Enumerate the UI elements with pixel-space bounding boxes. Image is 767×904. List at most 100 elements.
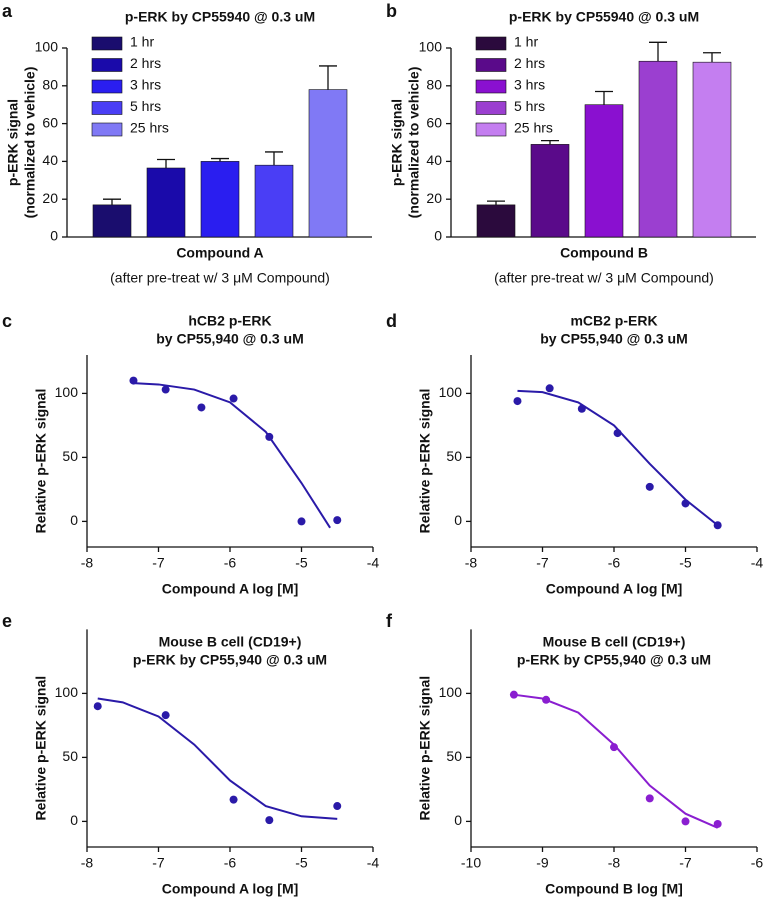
legend-swatch xyxy=(91,79,123,94)
y-tick-label: 100 xyxy=(55,684,79,700)
y-axis-label: Relative p-ERK signal xyxy=(417,389,433,534)
data-point xyxy=(161,711,170,720)
note: (after pre-treat w/ 3 μM Compound) xyxy=(110,270,330,286)
data-point xyxy=(610,743,618,752)
panel: a p-ERK by CP55940 @ 0.3 uM p-ERK signal (n… xyxy=(2,1,372,286)
data-point xyxy=(713,521,722,530)
y-tick-label: 50 xyxy=(62,748,78,764)
error-bar xyxy=(541,139,559,145)
bar xyxy=(308,89,348,238)
panel: f Mouse B cell (CD19+) p-ERK by CP55,940 @… xyxy=(386,611,763,897)
y-tick-label: 50 xyxy=(62,448,78,464)
legend-label: 1 hr xyxy=(514,34,538,50)
legend-swatch xyxy=(475,58,507,72)
y-tick-label: 20 xyxy=(426,190,442,206)
data-point xyxy=(265,432,274,441)
data-point xyxy=(509,690,518,699)
y-tick-label: 100 xyxy=(55,384,79,400)
bar xyxy=(146,167,186,238)
y-tick-label: 0 xyxy=(70,512,78,528)
y-tick-label: 40 xyxy=(42,152,58,168)
data-point xyxy=(681,817,690,826)
fit-curve xyxy=(97,697,338,820)
data-point xyxy=(713,819,722,828)
data-point xyxy=(542,695,551,704)
x-tick-label: -6 xyxy=(751,855,764,871)
y-axis-label: Relative p-ERK signal xyxy=(33,389,49,534)
data-point xyxy=(613,429,622,438)
data-point xyxy=(545,384,554,393)
data-point xyxy=(645,794,654,803)
legend-swatch xyxy=(475,101,507,115)
y-tick-label: 100 xyxy=(439,384,463,400)
bar xyxy=(692,61,732,238)
fit-curve xyxy=(133,382,331,529)
x-tick-label: -9 xyxy=(536,855,549,871)
y-axis-label: (normalized to vehicle) xyxy=(406,67,422,219)
chart-title: Mouse B cell (CD19+) xyxy=(159,634,302,650)
panel: c hCB2 p-ERK by CP55,940 @ 0.3 uM Relative … xyxy=(2,311,379,597)
data-point xyxy=(681,499,690,508)
bar xyxy=(584,104,624,238)
x-tick-label: -8 xyxy=(608,855,621,871)
legend-swatch xyxy=(475,79,507,94)
legend-swatch xyxy=(91,101,123,115)
fit-curve xyxy=(513,693,719,829)
chart-title: p-ERK by CP55,940 @ 0.3 uM xyxy=(517,652,711,668)
legend-label: 3 hrs xyxy=(514,77,545,93)
data-point xyxy=(645,482,654,491)
y-tick-label: 100 xyxy=(439,684,463,700)
bar xyxy=(92,204,132,238)
legend-label: 2 hrs xyxy=(130,55,161,71)
data-point xyxy=(513,397,522,406)
bar xyxy=(530,144,570,238)
x-tick-label: -5 xyxy=(295,555,308,571)
chart-title: by CP55,940 @ 0.3 uM xyxy=(156,331,304,347)
error-bar xyxy=(265,151,283,166)
y-tick-label: 80 xyxy=(426,77,442,93)
y-tick-label: 20 xyxy=(42,190,58,206)
panel-letter: d xyxy=(386,311,397,331)
x-axis-label: Compound A log [M] xyxy=(162,581,299,597)
legend-label: 5 hrs xyxy=(514,98,545,114)
y-tick-label: 0 xyxy=(454,512,462,528)
error-bar xyxy=(649,41,667,62)
y-tick-label: 0 xyxy=(454,812,462,828)
data-point xyxy=(197,403,206,412)
y-tick-label: 50 xyxy=(446,448,462,464)
error-bar xyxy=(211,157,229,162)
data-point xyxy=(265,816,274,825)
legend-swatch xyxy=(91,58,123,72)
bar xyxy=(254,164,294,238)
y-tick-label: 100 xyxy=(419,39,443,55)
x-axis-label: Compound A log [M] xyxy=(546,581,683,597)
x-tick-label: -10 xyxy=(461,855,481,871)
panel-letter: b xyxy=(386,1,397,21)
y-tick-label: 80 xyxy=(42,77,58,93)
x-tick-label: -4 xyxy=(367,855,380,871)
data-point xyxy=(297,517,306,526)
chart-title: p-ERK by CP55,940 @ 0.3 uM xyxy=(133,652,327,668)
data-point xyxy=(333,516,342,525)
legend-swatch xyxy=(475,122,507,137)
panel: b p-ERK by CP55940 @ 0.3 uM p-ERK signal (n… xyxy=(386,1,756,286)
legend-label: 1 hr xyxy=(130,34,154,50)
y-tick-label: 0 xyxy=(50,228,58,244)
data-point xyxy=(229,795,238,804)
data-point xyxy=(577,404,586,413)
y-tick-label: 60 xyxy=(42,114,58,130)
legend-swatch xyxy=(91,122,123,137)
data-point xyxy=(129,376,138,385)
x-tick-label: -6 xyxy=(224,555,237,571)
legend-swatch xyxy=(91,36,123,51)
x-tick-label: -6 xyxy=(224,855,237,871)
legend-label: 3 hrs xyxy=(130,77,161,93)
legend-label: 5 hrs xyxy=(130,98,161,114)
x-tick-label: -7 xyxy=(152,555,165,571)
panel-letter: f xyxy=(386,611,393,631)
error-bar xyxy=(703,52,721,63)
chart-title: by CP55,940 @ 0.3 uM xyxy=(540,331,688,347)
x-axis-label: Compound B log [M] xyxy=(545,881,683,897)
x-tick-label: -4 xyxy=(751,555,764,571)
